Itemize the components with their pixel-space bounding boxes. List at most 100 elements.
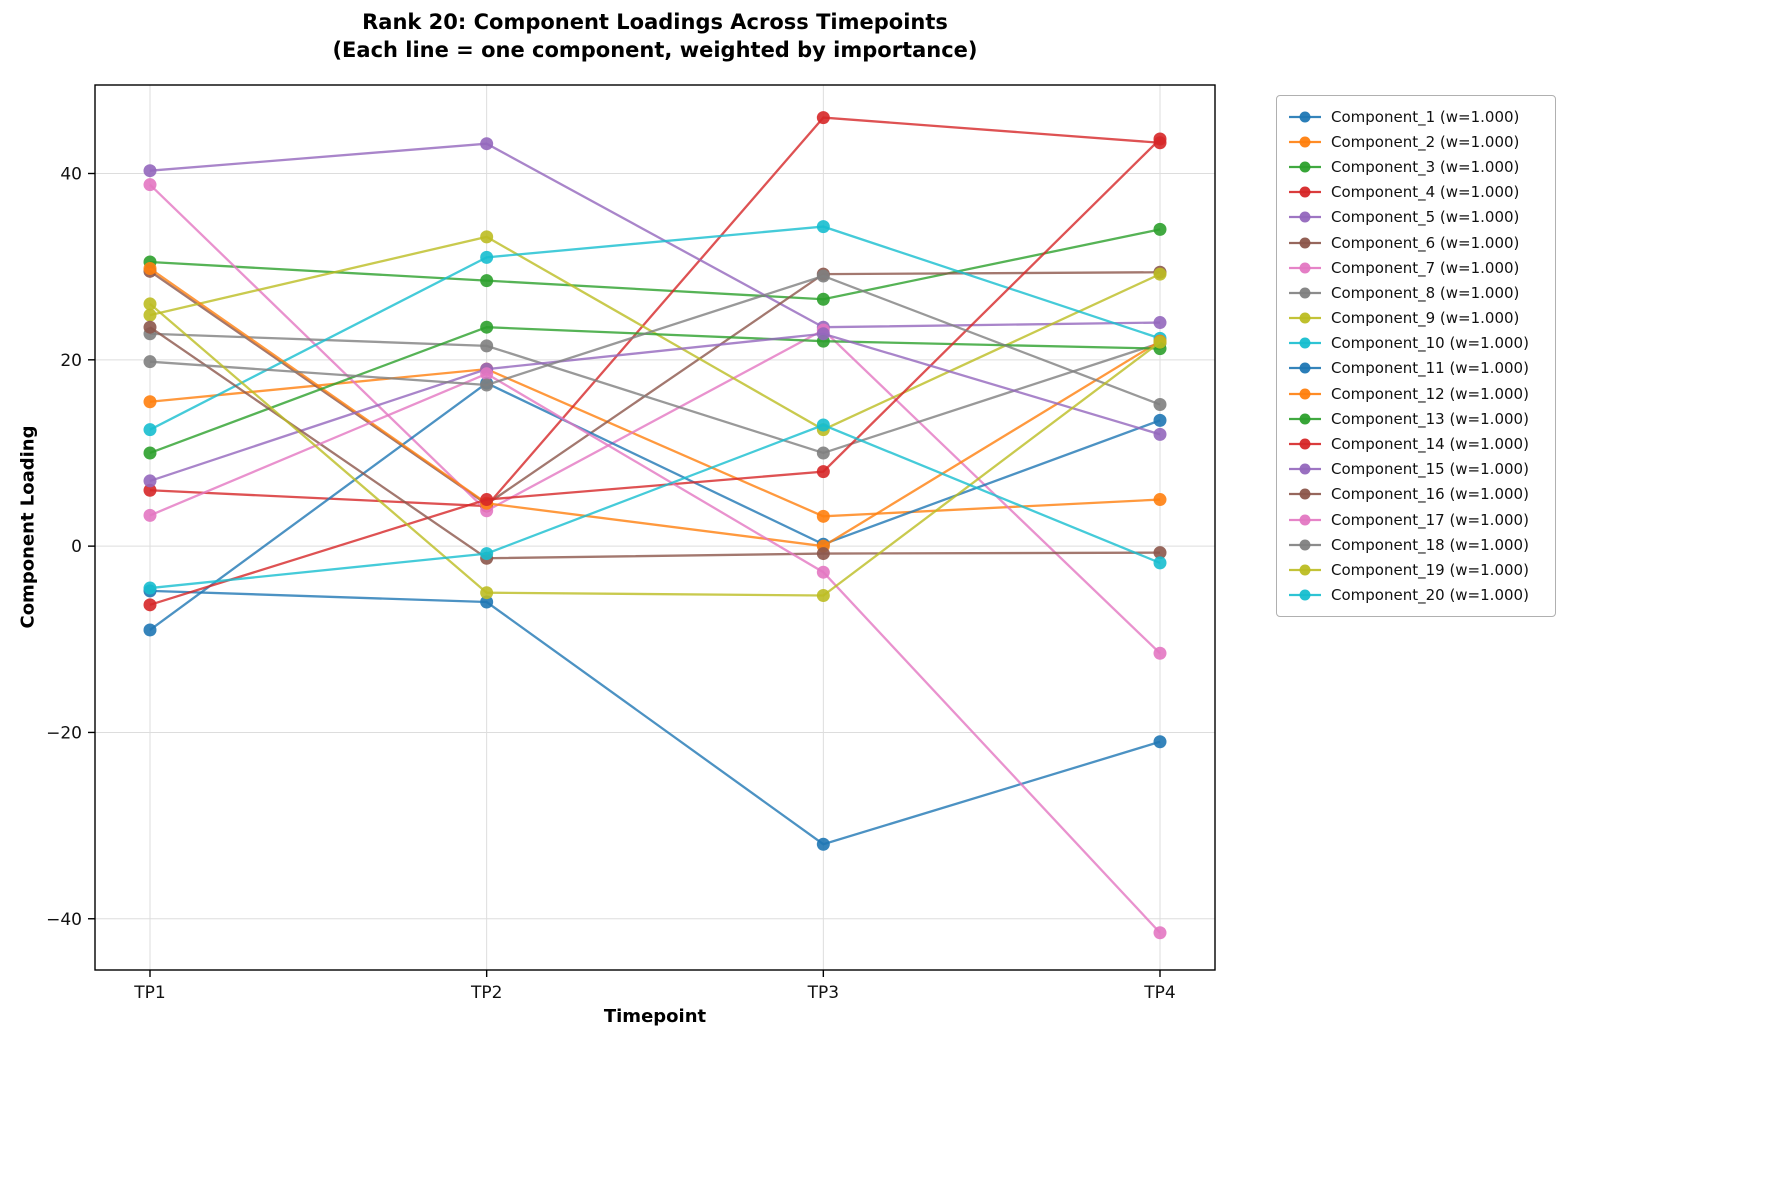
legend-item: Component_19 (w=1.000) [1287, 557, 1545, 582]
legend-label: Component_1 (w=1.000) [1331, 107, 1520, 126]
series-marker [480, 230, 494, 244]
series-line [149, 183, 1161, 655]
legend-marker-icon [1289, 312, 1321, 324]
series-line [149, 423, 1161, 590]
series-line [149, 116, 1161, 508]
series-marker [1153, 267, 1167, 281]
series-marker [480, 250, 494, 264]
plot-border [94, 84, 1216, 971]
series-marker [143, 297, 157, 311]
series-marker [143, 178, 157, 192]
legend-marker-icon [1289, 539, 1321, 551]
x-tick-label: TP3 [807, 983, 839, 1003]
x-axis-label: Timepoint [603, 1006, 707, 1027]
series-marker [816, 292, 830, 306]
legend-marker-icon [1289, 161, 1321, 173]
legend-marker-icon [1289, 438, 1321, 450]
series-marker [143, 598, 157, 612]
series-marker [143, 581, 157, 595]
series-marker [816, 509, 830, 523]
series-marker [816, 589, 830, 603]
series-marker [143, 508, 157, 522]
legend-label: Component_6 (w=1.000) [1331, 233, 1520, 252]
legend-item: Component_16 (w=1.000) [1287, 482, 1545, 507]
legend-marker-icon [1289, 262, 1321, 274]
series-marker [143, 483, 157, 497]
legend-label: Component_11 (w=1.000) [1331, 359, 1529, 378]
legend-label: Component_18 (w=1.000) [1331, 535, 1529, 554]
legend-item: Component_18 (w=1.000) [1287, 532, 1545, 557]
legend-marker-icon [1289, 362, 1321, 374]
legend-item: Component_12 (w=1.000) [1287, 381, 1545, 406]
series-marker [1153, 316, 1167, 330]
y-tick-label: −20 [46, 723, 82, 743]
y-tick-label: 40 [60, 165, 82, 185]
series-line [149, 228, 1161, 301]
legend-item: Component_10 (w=1.000) [1287, 331, 1545, 356]
y-tick-label: 0 [71, 537, 82, 557]
series-marker [480, 586, 494, 600]
series-marker [1153, 556, 1167, 570]
series-line [149, 367, 1161, 518]
series-line [149, 326, 1161, 455]
series-marker [143, 308, 157, 322]
legend-marker-icon [1289, 514, 1321, 526]
series-marker [816, 220, 830, 234]
series-marker [816, 269, 830, 283]
legend-label: Component_16 (w=1.000) [1331, 485, 1529, 504]
series-marker [1153, 427, 1167, 441]
legend-item: Component_6 (w=1.000) [1287, 230, 1545, 255]
series-line [149, 274, 1161, 406]
series-marker [816, 446, 830, 460]
series-marker [143, 164, 157, 178]
legend-marker-icon [1289, 237, 1321, 249]
series-marker [143, 423, 157, 437]
y-tick-label: −40 [46, 910, 82, 930]
legend-item: Component_1 (w=1.000) [1287, 104, 1545, 129]
series-marker [143, 395, 157, 409]
series-marker [143, 355, 157, 369]
series-marker [816, 547, 830, 561]
legend-label: Component_15 (w=1.000) [1331, 460, 1529, 479]
legend-item: Component_8 (w=1.000) [1287, 280, 1545, 305]
legend-label: Component_5 (w=1.000) [1331, 208, 1520, 227]
legend-item: Component_7 (w=1.000) [1287, 255, 1545, 280]
x-tick-label: TP4 [1143, 983, 1175, 1003]
series-marker [1153, 546, 1167, 560]
legend-label: Component_14 (w=1.000) [1331, 435, 1529, 454]
legend-label: Component_3 (w=1.000) [1331, 157, 1520, 176]
x-tick-label: TP1 [133, 983, 165, 1003]
legend-item: Component_14 (w=1.000) [1287, 431, 1545, 456]
legend-item: Component_11 (w=1.000) [1287, 356, 1545, 381]
series-marker [816, 465, 830, 479]
legend-label: Component_10 (w=1.000) [1331, 334, 1529, 353]
series-marker [480, 493, 494, 507]
legend-marker-icon [1289, 287, 1321, 299]
series-marker [480, 547, 494, 561]
legend-item: Component_17 (w=1.000) [1287, 507, 1545, 532]
series-marker [816, 837, 830, 851]
legend-label: Component_19 (w=1.000) [1331, 560, 1529, 579]
series-line [149, 589, 1161, 846]
legend-item: Component_4 (w=1.000) [1287, 180, 1545, 205]
series-marker [480, 339, 494, 353]
legend-marker-icon [1289, 589, 1321, 601]
series-marker [1153, 926, 1167, 940]
legend-marker-icon [1289, 186, 1321, 198]
legend-label: Component_12 (w=1.000) [1331, 384, 1529, 403]
legend-marker-icon [1289, 564, 1321, 576]
legend-item: Component_13 (w=1.000) [1287, 406, 1545, 431]
legend-item: Component_9 (w=1.000) [1287, 306, 1545, 331]
series-marker [480, 378, 494, 392]
legend-marker-icon [1289, 111, 1321, 123]
legend-label: Component_2 (w=1.000) [1331, 132, 1520, 151]
series-marker [1153, 413, 1167, 427]
series-marker [143, 623, 157, 637]
series-marker [1153, 222, 1167, 236]
series-marker [480, 137, 494, 151]
legend-label: Component_13 (w=1.000) [1331, 409, 1529, 428]
legend-label: Component_20 (w=1.000) [1331, 586, 1529, 605]
legend-item: Component_2 (w=1.000) [1287, 129, 1545, 154]
legend-marker-icon [1289, 337, 1321, 349]
legend-item: Component_5 (w=1.000) [1287, 205, 1545, 230]
